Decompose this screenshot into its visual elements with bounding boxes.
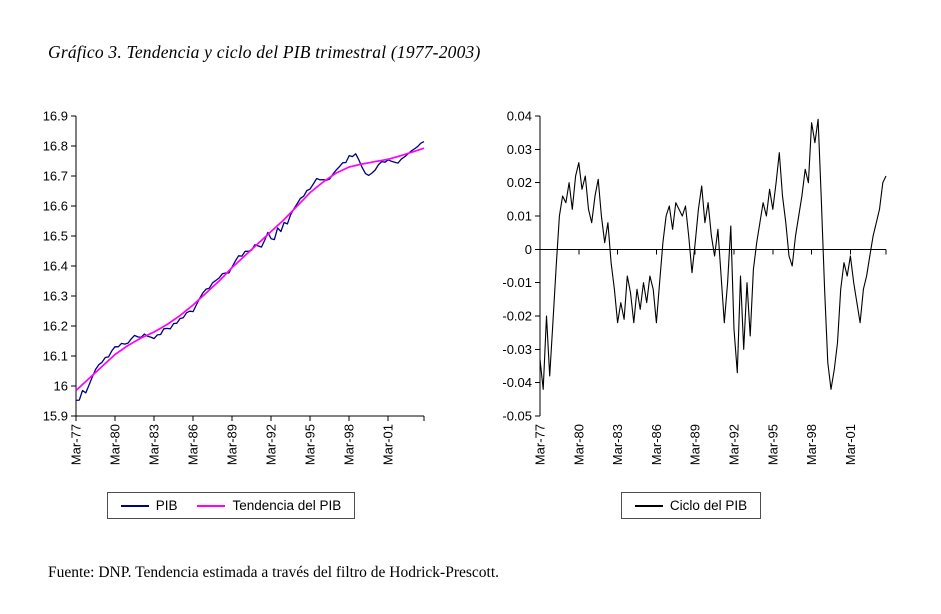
pib-cycle-chart: 0.04 0.03 0.02 0.01 0 -0.01 -0.02 -0.03 -0.04 -0.…	[502, 109, 887, 465]
svg-text:15.9: 15.9	[43, 409, 68, 424]
legend-label-tendencia: Tendencia del PIB	[232, 498, 342, 513]
svg-text:0: 0	[525, 242, 532, 257]
svg-text:Mar-86: Mar-86	[186, 424, 201, 465]
svg-text:16.8: 16.8	[43, 139, 68, 154]
svg-text:-0.05: -0.05	[502, 409, 532, 424]
pib-trend-chart: 16.9 16.8 16.7 16.6 16.5 16.4 16.3 16.2 16.1 16 15…	[43, 109, 425, 465]
svg-text:16: 16	[54, 379, 68, 394]
svg-text:Mar-92: Mar-92	[727, 424, 742, 465]
svg-text:0.02: 0.02	[507, 175, 532, 190]
svg-text:Mar-95: Mar-95	[765, 424, 780, 465]
svg-text:Mar-89: Mar-89	[225, 424, 240, 465]
svg-text:0.03: 0.03	[507, 142, 532, 157]
svg-text:16.7: 16.7	[43, 169, 68, 184]
svg-text:Mar-89: Mar-89	[688, 424, 703, 465]
svg-text:Mar-86: Mar-86	[649, 424, 664, 465]
svg-text:16.1: 16.1	[43, 349, 68, 364]
svg-text:-0.04: -0.04	[502, 375, 532, 390]
svg-text:Mar-83: Mar-83	[610, 424, 625, 465]
svg-text:-0.03: -0.03	[502, 342, 532, 357]
legend-item-pib: PIB	[120, 498, 178, 513]
svg-text:Mar-01: Mar-01	[843, 424, 858, 465]
source-note: Fuente: DNP. Tendencia estimada a través…	[48, 564, 500, 581]
svg-text:0.04: 0.04	[507, 109, 532, 124]
svg-text:Mar-83: Mar-83	[147, 424, 162, 465]
legend-item-ciclo: Ciclo del PIB	[634, 498, 748, 513]
svg-text:Mar-95: Mar-95	[303, 424, 318, 465]
svg-text:Mar-01: Mar-01	[381, 424, 396, 465]
svg-text:Mar-92: Mar-92	[264, 424, 279, 465]
pib-line-icon	[120, 504, 149, 507]
pib-chart-block: 16.9 16.8 16.7 16.6 16.5 16.4 16.3 16.2 16.1 16 15…	[30, 104, 432, 519]
svg-text:-0.02: -0.02	[502, 309, 532, 324]
svg-text:16.4: 16.4	[43, 259, 68, 274]
svg-text:Mar-80: Mar-80	[571, 424, 586, 465]
svg-text:-0.01: -0.01	[502, 275, 532, 290]
svg-text:Mar-98: Mar-98	[804, 424, 819, 465]
tendencia-line-icon	[197, 504, 226, 507]
legend-item-tendencia: Tendencia del PIB	[197, 498, 341, 513]
svg-text:16.6: 16.6	[43, 199, 68, 214]
svg-text:Mar-77: Mar-77	[69, 424, 84, 465]
svg-text:Mar-98: Mar-98	[342, 424, 357, 465]
svg-text:16.5: 16.5	[43, 229, 68, 244]
svg-text:16.9: 16.9	[43, 109, 68, 124]
ciclo-chart-block: 0.04 0.03 0.02 0.01 0 -0.01 -0.02 -0.03 -0.04 -0.…	[488, 104, 894, 519]
svg-text:16.3: 16.3	[43, 289, 68, 304]
legend-label-ciclo: Ciclo del PIB	[669, 498, 748, 513]
svg-text:0.01: 0.01	[507, 209, 532, 224]
svg-text:Mar-77: Mar-77	[533, 424, 548, 465]
legend-label-pib: PIB	[155, 498, 178, 513]
charts-row: 16.9 16.8 16.7 16.6 16.5 16.4 16.3 16.2 16.1 16 15…	[30, 104, 894, 519]
figure-title: Gráfico 3. Tendencia y ciclo del PIB tri…	[48, 42, 481, 62]
ciclo-line-icon	[634, 504, 663, 507]
svg-text:16.2: 16.2	[43, 319, 68, 334]
svg-text:Mar-80: Mar-80	[108, 424, 123, 465]
pib-chart-legend: PIB Tendencia del PIB	[106, 492, 356, 519]
ciclo-chart-legend: Ciclo del PIB	[620, 492, 762, 519]
